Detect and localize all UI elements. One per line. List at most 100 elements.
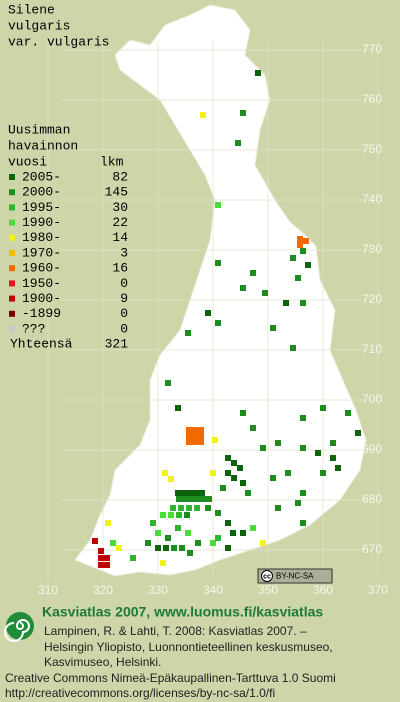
observation: [285, 470, 291, 476]
observation: [160, 512, 166, 518]
legend-count: 9: [120, 291, 128, 306]
observation: [194, 505, 200, 511]
observation: [315, 450, 321, 456]
observation: [165, 380, 171, 386]
observation: [170, 505, 176, 511]
observation: [104, 555, 110, 561]
observation: [192, 433, 198, 439]
observation: [240, 285, 246, 291]
observation: [235, 140, 241, 146]
legend-swatch: [9, 174, 15, 180]
legend-label: ???: [22, 321, 45, 336]
observation: [205, 310, 211, 316]
x-tick-label: 370: [368, 583, 388, 597]
observation: [186, 439, 192, 445]
observation: [330, 440, 336, 446]
legend-swatch: [9, 219, 15, 226]
observation: [168, 476, 174, 482]
observation: [260, 445, 266, 451]
legend-count: 14: [112, 230, 128, 245]
legend-count: 22: [112, 215, 128, 230]
license-badge[interactable]: cc BY-NC-SA: [257, 568, 333, 584]
citation-line: Kasvimuseo, Helsinki.: [44, 655, 161, 669]
observation: [225, 455, 231, 461]
observation: [270, 325, 276, 331]
license-line[interactable]: http://creativecommons.org/licenses/by-n…: [5, 686, 275, 700]
legend-count: 0: [120, 321, 128, 336]
legend-label: 1950-: [22, 276, 61, 291]
observation: [198, 439, 204, 445]
observation: [275, 440, 281, 446]
observation: [300, 445, 306, 451]
observation: [237, 465, 243, 471]
observation: [225, 520, 231, 526]
observation: [240, 110, 246, 116]
legend-label: -1899: [22, 306, 61, 321]
observation: [320, 470, 326, 476]
observation: [335, 465, 341, 471]
footer-title[interactable]: Kasviatlas 2007, www.luomus.fi/kasviatla…: [42, 604, 323, 620]
legend-swatch: [9, 250, 15, 256]
observation: [290, 345, 296, 351]
legend-count: 3: [120, 245, 128, 260]
observation: [175, 490, 181, 496]
observation: [168, 512, 174, 518]
observation: [200, 112, 206, 118]
observation: [210, 470, 216, 476]
observation: [245, 490, 251, 496]
observation: [215, 510, 221, 516]
logo-disc: [6, 612, 34, 640]
x-tick-label: 310: [38, 583, 58, 597]
observation: [283, 300, 289, 306]
logo: [4, 612, 34, 642]
citation-line: Lampinen, R. & Lahti, T. 2008: Kasviatla…: [44, 624, 307, 638]
observations: [92, 70, 361, 568]
observation: [194, 496, 200, 502]
observation: [220, 485, 226, 491]
y-tick-label: 720: [362, 292, 382, 306]
observation: [270, 475, 276, 481]
badge-cc: cc: [263, 573, 271, 580]
legend-swatch: [9, 326, 15, 332]
observation: [200, 496, 206, 502]
y-tick-label: 750: [362, 142, 382, 156]
badge-box: [257, 568, 333, 584]
legend-label: 1990-: [22, 215, 61, 230]
legend-swatch: [9, 310, 15, 317]
observation: [297, 236, 303, 242]
x-tick-label: 350: [258, 583, 278, 597]
observation: [250, 525, 256, 531]
observation: [297, 242, 303, 248]
legend-header: Uusimman: [8, 122, 70, 137]
observation: [300, 248, 306, 254]
observation: [187, 550, 193, 556]
observation: [181, 490, 187, 496]
observation: [300, 415, 306, 421]
logo-swirl: [4, 619, 30, 642]
legend-label: 1995-: [22, 200, 61, 215]
observation: [225, 545, 231, 551]
legend-total-label: Yhteensä: [10, 336, 73, 351]
observation: [240, 530, 246, 536]
legend-swatch: [9, 189, 15, 196]
observation: [330, 455, 336, 461]
legend-label: 1960-: [22, 261, 61, 276]
legend-swatch: [9, 265, 15, 272]
observation: [192, 427, 198, 433]
y-tick-label: 690: [362, 442, 382, 456]
title-line: var. vulgaris: [8, 34, 109, 49]
observation: [192, 439, 198, 445]
legend-label: 2005-: [22, 169, 61, 184]
observation: [179, 545, 185, 551]
observation: [184, 512, 190, 518]
observation: [230, 530, 236, 536]
observation: [205, 505, 211, 511]
legend-count: 0: [120, 306, 128, 321]
observation: [215, 320, 221, 326]
observation: [98, 562, 104, 568]
observation: [171, 545, 177, 551]
observation: [320, 405, 326, 411]
observation: [187, 490, 193, 496]
y-tick-label: 740: [362, 192, 382, 206]
